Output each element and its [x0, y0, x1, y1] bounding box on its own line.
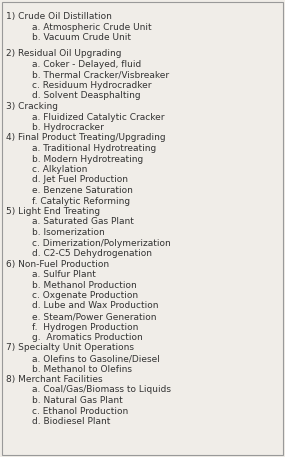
- Text: b. Methanol to Olefins: b. Methanol to Olefins: [32, 365, 132, 373]
- Text: c. Oxgenate Production: c. Oxgenate Production: [32, 291, 138, 300]
- Text: b. Thermal Cracker/Visbreaker: b. Thermal Cracker/Visbreaker: [32, 70, 169, 80]
- Text: 5) Light End Treating: 5) Light End Treating: [6, 207, 100, 216]
- Text: a. Saturated Gas Plant: a. Saturated Gas Plant: [32, 218, 134, 227]
- Text: b. Modern Hydrotreating: b. Modern Hydrotreating: [32, 154, 143, 164]
- Text: a. Coal/Gas/Biomass to Liquids: a. Coal/Gas/Biomass to Liquids: [32, 386, 171, 394]
- Text: d. Solvent Deasphalting: d. Solvent Deasphalting: [32, 91, 140, 101]
- Text: f. Catalytic Reforming: f. Catalytic Reforming: [32, 197, 130, 206]
- Text: e. Steam/Power Generation: e. Steam/Power Generation: [32, 312, 156, 321]
- Text: a. Fluidized Catalytic Cracker: a. Fluidized Catalytic Cracker: [32, 112, 164, 122]
- Text: b. Isomerization: b. Isomerization: [32, 228, 104, 237]
- Text: b. Vacuum Crude Unit: b. Vacuum Crude Unit: [32, 33, 131, 42]
- Text: e. Benzene Saturation: e. Benzene Saturation: [32, 186, 133, 195]
- Text: b. Natural Gas Plant: b. Natural Gas Plant: [32, 396, 122, 405]
- Text: d. C2-C5 Dehydrogenation: d. C2-C5 Dehydrogenation: [32, 249, 152, 258]
- Text: c. Alkylation: c. Alkylation: [32, 165, 87, 174]
- Text: d. Jet Fuel Production: d. Jet Fuel Production: [32, 175, 128, 185]
- Text: 6) Non-Fuel Production: 6) Non-Fuel Production: [6, 260, 109, 269]
- Text: b. Hydrocracker: b. Hydrocracker: [32, 123, 103, 132]
- Text: c. Dimerization/Polymerization: c. Dimerization/Polymerization: [32, 239, 170, 248]
- Text: f.  Hydrogen Production: f. Hydrogen Production: [32, 323, 138, 331]
- Text: 1) Crude Oil Distillation: 1) Crude Oil Distillation: [6, 12, 112, 21]
- Text: 8) Merchant Facilities: 8) Merchant Facilities: [6, 375, 103, 384]
- Text: b. Methanol Production: b. Methanol Production: [32, 281, 137, 289]
- Text: c. Ethanol Production: c. Ethanol Production: [32, 406, 128, 415]
- Text: a. Coker - Delayed, fluid: a. Coker - Delayed, fluid: [32, 60, 141, 69]
- Text: a. Sulfur Plant: a. Sulfur Plant: [32, 270, 95, 279]
- Text: a. Traditional Hydrotreating: a. Traditional Hydrotreating: [32, 144, 156, 153]
- Text: 2) Residual Oil Upgrading: 2) Residual Oil Upgrading: [6, 49, 121, 58]
- Text: g.  Aromatics Production: g. Aromatics Production: [32, 333, 142, 342]
- Text: a. Olefins to Gasoline/Diesel: a. Olefins to Gasoline/Diesel: [32, 354, 160, 363]
- Text: c. Residuum Hydrocradker: c. Residuum Hydrocradker: [32, 81, 151, 90]
- Text: 3) Cracking: 3) Cracking: [6, 102, 58, 111]
- Text: a. Atmospheric Crude Unit: a. Atmospheric Crude Unit: [32, 22, 151, 32]
- Text: 7) Specialty Unit Operations: 7) Specialty Unit Operations: [6, 344, 134, 352]
- Text: 4) Final Product Treating/Upgrading: 4) Final Product Treating/Upgrading: [6, 133, 166, 143]
- Text: d. Biodiesel Plant: d. Biodiesel Plant: [32, 417, 110, 426]
- Text: d. Lube and Wax Production: d. Lube and Wax Production: [32, 302, 158, 310]
